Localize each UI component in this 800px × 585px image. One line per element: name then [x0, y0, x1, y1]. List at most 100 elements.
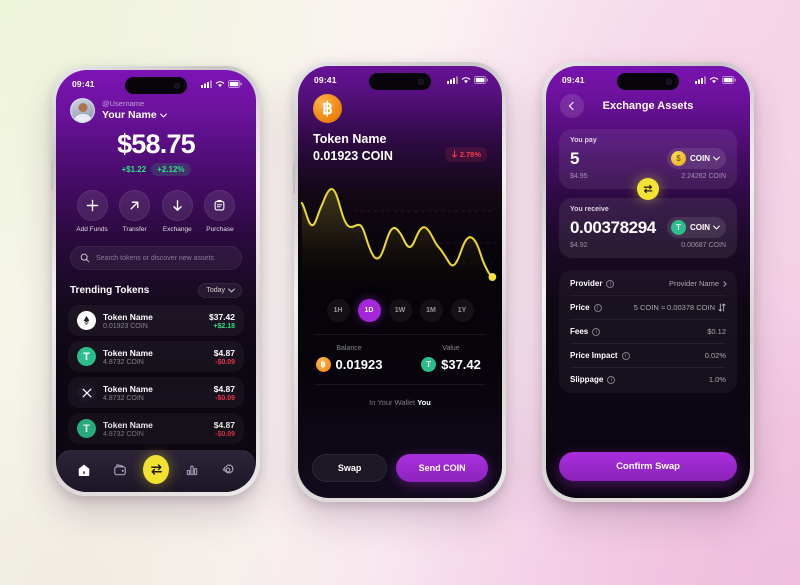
chevron-down-icon	[227, 285, 236, 293]
pay-amount-input[interactable]: 5	[570, 148, 580, 168]
action-add-funds[interactable]: Add Funds	[72, 190, 112, 233]
info-icon[interactable]: i	[606, 279, 615, 288]
wallet-owner-line: In Your Wallet You	[298, 398, 502, 407]
username-label: @Username	[102, 99, 145, 109]
action-exchange[interactable]: Exchange	[157, 190, 197, 233]
receipt-icon	[204, 190, 236, 221]
receive-coin-selector[interactable]: T COIN	[667, 217, 726, 238]
tab-swap-fab[interactable]	[143, 455, 169, 484]
bitcoin-icon: ฿	[313, 94, 342, 123]
wallet-prefix: In Your Wallet	[369, 397, 416, 407]
detail-value: 5 COIN ≈ 0.00378 COIN	[633, 303, 715, 312]
stat-value: 0.01923	[335, 356, 383, 372]
pay-available-balance: 2.24262 COIN	[681, 173, 726, 180]
token-name: Token Name	[103, 311, 153, 322]
swap-button[interactable]: Swap	[312, 454, 388, 482]
you-pay-caption: You pay	[570, 137, 597, 144]
price-chart-svg	[300, 187, 497, 289]
action-purchase[interactable]: Purchase	[200, 190, 240, 233]
you-pay-card[interactable]: You pay 5 $ COIN $4.95 2.24262 COIN	[559, 129, 737, 200]
pay-coin-selector[interactable]: $ COIN	[667, 148, 726, 169]
range-1m[interactable]: 1M	[419, 298, 443, 322]
detail-row-price[interactable]: Price i 5 COIN ≈ 0.00378 COIN	[570, 296, 726, 320]
balance-amount: $58.75	[117, 129, 196, 159]
send-coin-button[interactable]: Send COIN	[396, 454, 488, 482]
info-icon[interactable]: i	[607, 375, 616, 384]
phone2-side-button[interactable]	[292, 162, 295, 194]
range-1y[interactable]: 1Y	[450, 298, 474, 322]
token-change: -$0.09	[215, 394, 235, 402]
chart-end-marker	[488, 272, 497, 281]
token-name: Token Name	[103, 419, 153, 430]
info-icon[interactable]: i	[593, 303, 602, 312]
swap-direction-button[interactable]	[637, 178, 659, 200]
phone-1-wallet-home: 09:41 @Username Your Name $58.75	[50, 66, 260, 496]
swap-icon	[143, 455, 169, 484]
token-name: Token Name	[103, 347, 153, 358]
wifi-icon	[461, 77, 471, 84]
battery-icon	[228, 80, 242, 88]
arrow-up-right-icon	[119, 190, 151, 221]
back-button[interactable]	[560, 94, 584, 118]
phone3-side-button[interactable]	[753, 182, 756, 216]
phone1-side-button[interactable]	[50, 161, 53, 191]
arrow-down-icon	[161, 190, 193, 221]
info-icon[interactable]: i	[592, 327, 601, 336]
trending-filter-dropdown[interactable]: Today	[198, 283, 242, 298]
account-name-label[interactable]: Your Name	[102, 109, 167, 122]
price-chart[interactable]	[298, 171, 502, 289]
trending-filter-label: Today	[206, 287, 225, 294]
list-item[interactable]: T Token Name 4.8732 COIN $4.87 -$0.09	[68, 341, 244, 372]
info-icon[interactable]: i	[621, 351, 630, 360]
search-input[interactable]: Search tokens or discover new assets	[70, 246, 242, 270]
token-icon: T	[77, 419, 96, 438]
avatar[interactable]	[70, 98, 95, 123]
range-label: 1D	[364, 306, 374, 314]
tether-icon: T	[421, 356, 437, 372]
trending-title: Trending Tokens	[70, 285, 150, 296]
status-badge: 2.78%	[444, 146, 487, 162]
tab-settings[interactable]	[215, 457, 241, 483]
profile-row[interactable]: @Username Your Name	[70, 98, 242, 123]
balance-change-abs: +$1.22	[121, 165, 147, 174]
range-1w[interactable]: 1W	[388, 298, 412, 322]
you-receive-card[interactable]: You receive 0.00378294 T COIN $4.92 0.00…	[559, 198, 737, 258]
detail-row-provider[interactable]: Provider i Provider Name	[570, 272, 727, 296]
battery-icon	[474, 76, 488, 84]
token-price: $4.87	[213, 383, 235, 394]
navigation-bar: Exchange Assets	[546, 90, 750, 118]
phone1-header: @Username Your Name $58.75 +$1.22 +2.12%	[56, 94, 256, 176]
token-amount: 4.8732 COIN	[103, 358, 144, 366]
detail-value: 0.02%	[704, 351, 726, 360]
page-title: Exchange Assets	[602, 100, 694, 112]
phone2-screen: 09:41 ฿ Token Name 0.01923 COIN 2.78%	[298, 66, 502, 498]
tab-wallet[interactable]	[107, 457, 133, 483]
status-time: 09:41	[562, 75, 585, 85]
detail-value: Provider Name	[668, 279, 719, 288]
phone1-status-bar: 09:41	[56, 70, 256, 94]
wifi-icon	[215, 81, 225, 88]
receive-coin-label: COIN	[690, 223, 710, 232]
action-label: Exchange	[162, 226, 192, 233]
chevron-down-icon[interactable]	[159, 110, 167, 118]
detail-label: Price Impact	[570, 351, 618, 360]
stat-balance: Balance ฿ 0.01923	[298, 345, 400, 372]
action-transfer[interactable]: Transfer	[115, 190, 155, 233]
list-item[interactable]: Token Name 0.01923 COIN $37.42 +$2.18	[68, 305, 244, 336]
swap-arrows-icon[interactable]	[718, 303, 726, 312]
tab-home[interactable]	[71, 457, 97, 483]
tab-stats[interactable]	[179, 457, 205, 483]
quick-actions: Add Funds Transfer Exchange Purchase	[56, 190, 256, 233]
receive-fiat-value: $4.92	[570, 242, 588, 249]
token-price: $4.87	[213, 419, 235, 430]
detail-label: Slippage	[570, 375, 604, 384]
range-1h[interactable]: 1H	[326, 298, 350, 322]
confirm-swap-button[interactable]: Confirm Swap	[559, 452, 737, 481]
token-list: Token Name 0.01923 COIN $37.42 +$2.18 T …	[56, 305, 256, 444]
list-item[interactable]: T Token Name 4.8732 COIN $4.87 -$0.09	[68, 413, 244, 444]
phone-3-exchange: 09:41 Exchange Assets You pay 5 $ COIN	[542, 62, 756, 502]
detail-value: 1.0%	[708, 375, 726, 384]
front-camera-icon	[666, 78, 672, 85]
range-1d[interactable]: 1D	[357, 298, 381, 322]
list-item[interactable]: Token Name 4.8732 COIN $4.87 -$0.09	[68, 377, 244, 408]
